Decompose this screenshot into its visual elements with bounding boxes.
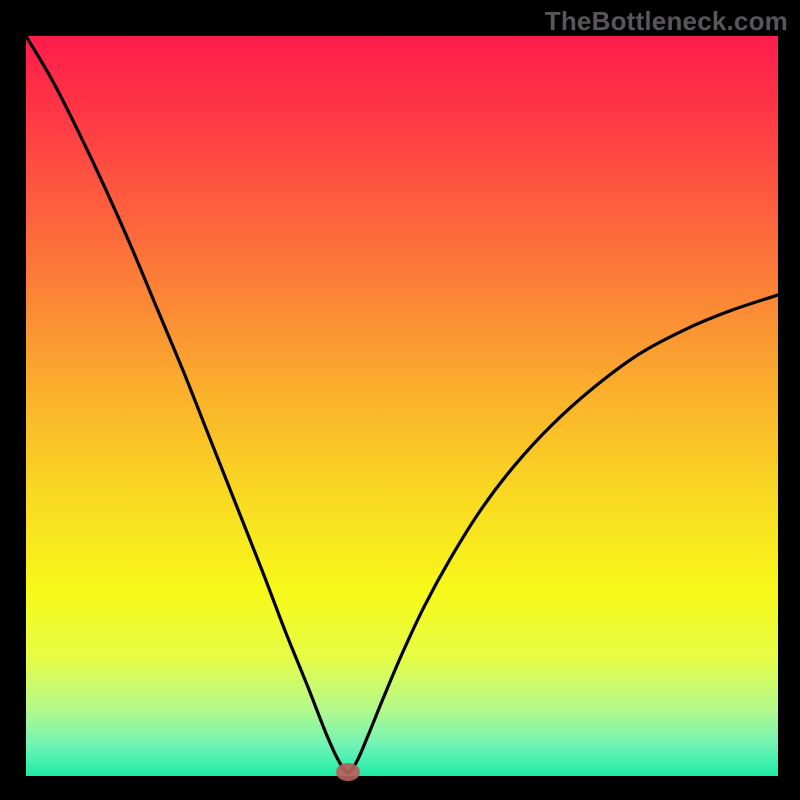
curve-layer (26, 36, 778, 776)
optimum-marker (336, 763, 360, 781)
plot-area (26, 36, 778, 776)
watermark-text: TheBottleneck.com (545, 6, 788, 37)
chart-stage: TheBottleneck.com (0, 0, 800, 800)
bottleneck-curve (26, 36, 778, 772)
